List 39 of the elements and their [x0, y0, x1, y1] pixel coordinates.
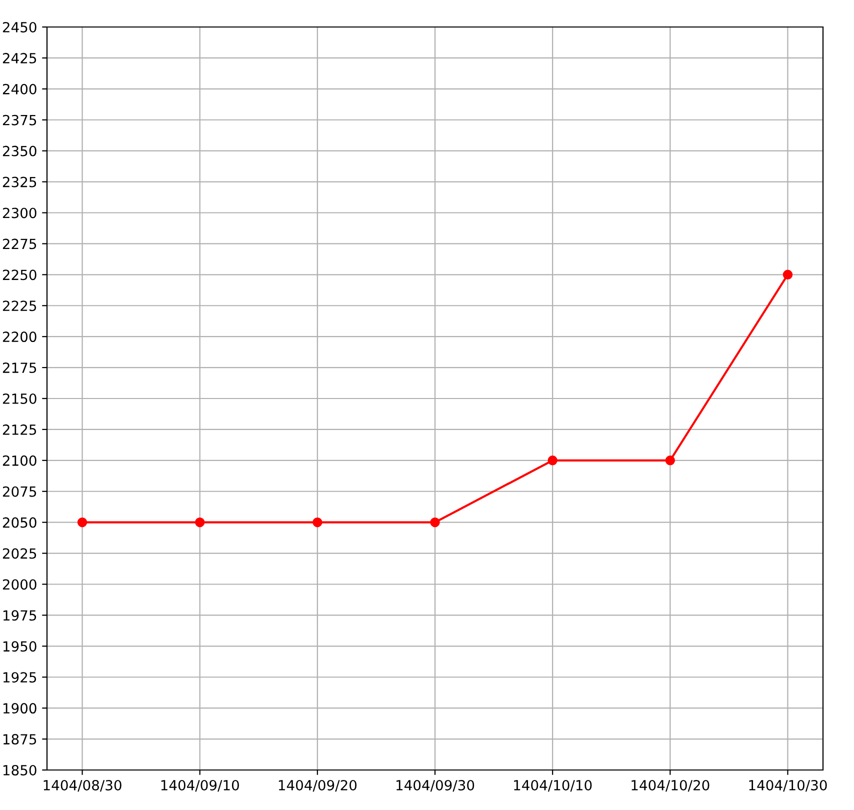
y-tick-label: 2175: [2, 362, 36, 374]
y-tick-label: 2125: [2, 424, 36, 435]
y-tick-label: 1950: [3, 641, 36, 652]
y-tick-label: 1875: [3, 734, 36, 745]
y-tick-label: 2025: [2, 548, 36, 559]
y-tick-label: 2450: [2, 22, 36, 32]
y-tick-label: 2325: [2, 176, 36, 188]
y-tick-label: 2275: [2, 238, 36, 250]
x-tick-label: 1404/09/10: [161, 780, 239, 792]
point: [77, 517, 88, 528]
y-tick-label: 1925: [3, 672, 36, 683]
y-tick-label: 2200: [2, 332, 36, 342]
y-tick-label: 2250: [2, 270, 36, 280]
y-tick-label: 2150: [2, 393, 36, 404]
point: [194, 517, 205, 528]
y-tick-label: 1975: [3, 610, 36, 621]
x-tick-label: 1404/10/10: [514, 780, 592, 792]
y-tick-label: 2050: [2, 517, 36, 528]
y-tick-label: 2425: [2, 52, 36, 64]
point: [782, 270, 793, 280]
point: [665, 456, 676, 466]
point: [312, 517, 322, 528]
y-tick-label: 2225: [2, 300, 36, 312]
y-tick-label: 1900: [3, 703, 36, 714]
y-tick-label: 2350: [2, 146, 36, 156]
y-tick-label: 2400: [2, 84, 36, 94]
y-tick-label: 2000: [2, 579, 36, 590]
x-tick-label: 1404/09/20: [278, 780, 357, 792]
y-tick-label: 2300: [2, 208, 36, 218]
point: [548, 456, 558, 466]
point: [430, 517, 440, 528]
y-tick-label: 2075: [2, 486, 36, 497]
y-tick-label: 2100: [2, 455, 36, 466]
y-tick-label: 2375: [2, 114, 36, 126]
x-tick-label: 1404/08/30: [44, 780, 122, 792]
y-tick-label: 1850: [3, 764, 36, 776]
x-tick-label: 1404/10/20: [632, 780, 710, 792]
x-tick-label: 1404/10/30: [749, 780, 827, 792]
x-tick-label: 1404/09/30: [396, 780, 474, 792]
